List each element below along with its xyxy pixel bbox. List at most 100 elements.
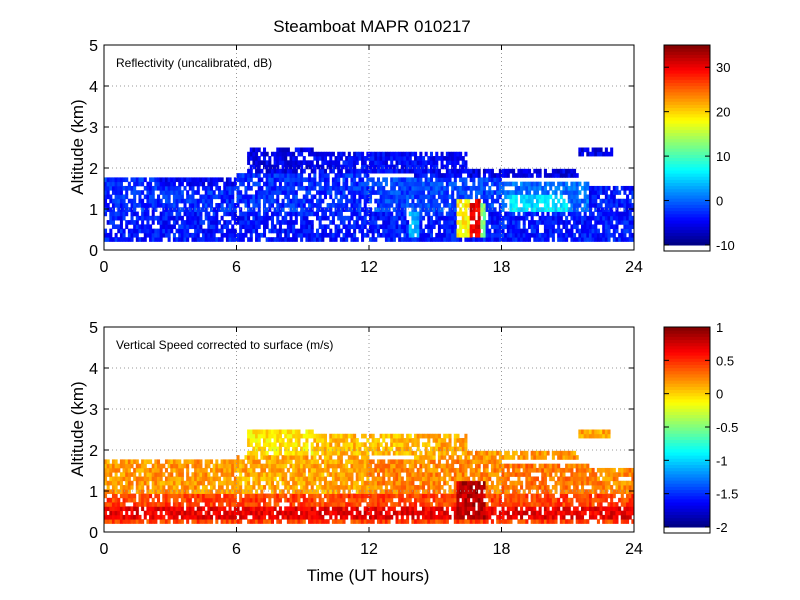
reflectivity-cell [437, 215, 441, 221]
vertical-speed-cell [220, 519, 224, 524]
reflectivity-cell [414, 211, 418, 217]
reflectivity-cell [241, 177, 245, 183]
reflectivity-cell [125, 220, 129, 225]
reflectivity-cell [326, 215, 330, 221]
reflectivity-cell [164, 177, 168, 183]
reflectivity-cell [525, 185, 529, 191]
reflectivity-cell [268, 160, 272, 165]
reflectivity-cell [289, 156, 293, 161]
vertical-speed-cell [331, 497, 335, 503]
reflectivity-cell [313, 151, 317, 157]
vertical-speed-cell [268, 429, 272, 435]
reflectivity-cell [620, 215, 624, 221]
reflectivity-cell [535, 224, 539, 230]
reflectivity-cell [623, 220, 627, 225]
reflectivity-cell [525, 228, 529, 234]
vertical-speed-cell [419, 459, 423, 465]
reflectivity-cell [422, 168, 426, 174]
reflectivity-cell [135, 237, 139, 242]
reflectivity-cell [159, 177, 163, 183]
reflectivity-cell [151, 237, 155, 242]
vertical-speed-cell [228, 463, 232, 469]
reflectivity-cell [559, 215, 563, 221]
reflectivity-cell [255, 151, 259, 157]
vertical-speed-cell [231, 497, 235, 503]
reflectivity-cell [329, 190, 333, 195]
reflectivity-cell [514, 215, 518, 221]
reflectivity-cell [326, 160, 330, 165]
vertical-speed-cell [329, 502, 333, 507]
reflectivity-cell [493, 228, 497, 234]
reflectivity-cell [164, 220, 168, 225]
vertical-speed-cell [268, 480, 272, 486]
reflectivity-cell [435, 168, 439, 174]
reflectivity-cell [440, 151, 444, 157]
vertical-speed-cell [278, 429, 282, 435]
reflectivity-cell [602, 224, 606, 230]
reflectivity-cell [480, 190, 484, 195]
reflectivity-cell [263, 147, 267, 153]
reflectivity-cell [541, 207, 545, 212]
vertical-speed-cell [217, 493, 221, 499]
reflectivity-cell [384, 220, 388, 225]
reflectivity-cell [289, 207, 293, 212]
vertical-speed-cell [390, 497, 394, 503]
vertical-speed-cell [427, 455, 431, 460]
reflectivity-cell [453, 177, 457, 183]
reflectivity-cell [164, 203, 168, 208]
vertical-speed-cell [196, 472, 200, 477]
reflectivity-cell [440, 232, 444, 238]
reflectivity-cell [231, 224, 235, 230]
reflectivity-cell [358, 224, 362, 230]
reflectivity-cell [371, 177, 375, 183]
reflectivity-cell [281, 173, 285, 178]
reflectivity-cell [199, 220, 203, 225]
reflectivity-cell [347, 156, 351, 161]
vertical-speed-cell [194, 502, 198, 507]
reflectivity-cell [472, 181, 476, 187]
reflectivity-cell [411, 203, 415, 208]
reflectivity-cell [366, 211, 370, 217]
reflectivity-cell [252, 198, 256, 204]
vertical-speed-cell [323, 489, 327, 494]
reflectivity-cell [318, 198, 322, 204]
reflectivity-cell [464, 220, 468, 225]
vertical-speed-cell [212, 506, 216, 512]
reflectivity-cell [199, 215, 203, 221]
vertical-speed-cell [223, 514, 227, 520]
reflectivity-cell [422, 194, 426, 200]
reflectivity-cell [316, 228, 320, 234]
reflectivity-cell [522, 185, 526, 191]
reflectivity-cell [551, 203, 555, 208]
reflectivity-cell [212, 177, 216, 183]
reflectivity-cell [596, 237, 600, 242]
vertical-speed-cell [233, 480, 237, 486]
vertical-speed-cell [191, 502, 195, 507]
reflectivity-cell [501, 203, 505, 208]
vertical-speed-cell [225, 459, 229, 465]
vertical-speed-cell [353, 442, 357, 447]
vertical-speed-cell [106, 497, 110, 503]
reflectivity-cell [559, 190, 563, 195]
vertical-speed-cell [127, 485, 131, 490]
vertical-speed-cell [127, 497, 131, 503]
reflectivity-cell [361, 181, 365, 187]
vertical-speed-cell [331, 493, 335, 499]
vertical-speed-cell [369, 502, 373, 507]
reflectivity-cell [130, 185, 134, 191]
reflectivity-cell [284, 185, 288, 191]
vertical-speed-cell [210, 493, 214, 499]
reflectivity-cell [268, 237, 272, 242]
reflectivity-cell [427, 207, 431, 212]
reflectivity-cell [559, 232, 563, 238]
reflectivity-cell [379, 232, 383, 238]
reflectivity-cell [281, 164, 285, 170]
reflectivity-cell [575, 211, 579, 217]
reflectivity-cell [302, 207, 306, 212]
reflectivity-cell [318, 194, 322, 200]
reflectivity-cell [498, 211, 502, 217]
reflectivity-cell [496, 211, 500, 217]
reflectivity-cell [530, 228, 534, 234]
reflectivity-cell [329, 220, 333, 225]
reflectivity-cell [257, 156, 261, 161]
